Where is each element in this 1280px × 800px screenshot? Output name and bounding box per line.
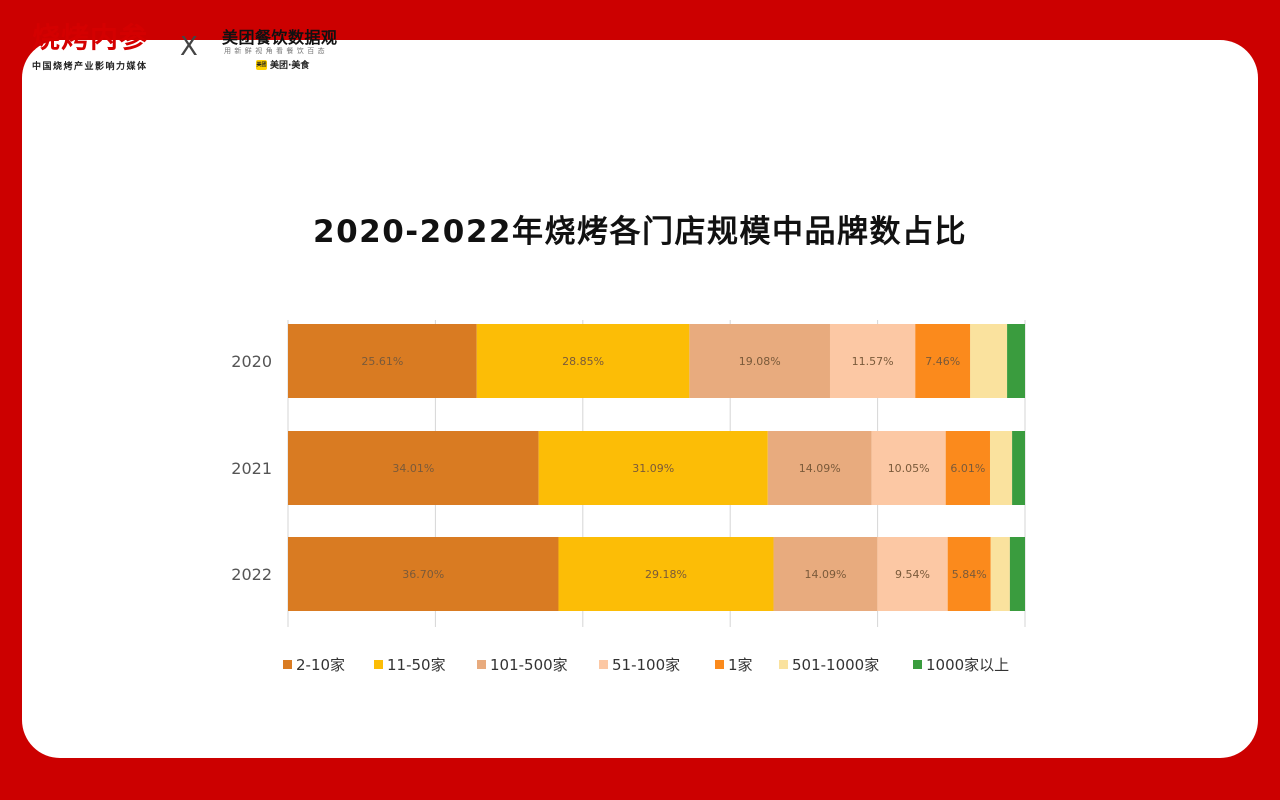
- legend-swatch: [374, 660, 383, 669]
- category-label: 2022: [231, 565, 272, 584]
- legend-swatch: [477, 660, 486, 669]
- legend-label: 1000家以上: [926, 656, 1009, 674]
- bar-segment: [773, 537, 878, 611]
- data-label: 5.84%: [952, 568, 987, 581]
- data-label: 10.05%: [888, 462, 930, 475]
- bar-segment: [945, 431, 990, 505]
- bar-segment: [1007, 324, 1025, 398]
- chart-title: 2020-2022年烧烤各门店规模中品牌数占比: [313, 214, 967, 250]
- meituan-partner-logo: 美团餐饮数据观: [222, 28, 338, 47]
- bar-segment: [970, 324, 1008, 398]
- data-label: 34.01%: [392, 462, 434, 475]
- bar-segment: [990, 537, 1010, 611]
- bar-segment: [877, 537, 948, 611]
- bar-segment: [947, 537, 991, 611]
- bar-segment: [689, 324, 830, 398]
- data-label: 9.54%: [895, 568, 930, 581]
- bar-segment: [288, 324, 477, 398]
- legend-label: 101-500家: [490, 656, 568, 674]
- data-label: 36.70%: [402, 568, 444, 581]
- meituan-badge-icon: 美团: [256, 59, 267, 70]
- legend-label: 1家: [728, 656, 753, 674]
- partner-slogan: 用新鲜视角看餐饮百态: [224, 47, 328, 55]
- meituan-badge: 美团 美团·美食: [256, 58, 309, 71]
- content-card: [22, 40, 1258, 758]
- bar-segment: [476, 324, 690, 398]
- data-label: 7.46%: [925, 355, 960, 368]
- category-label: 2021: [231, 459, 272, 478]
- bar-segment: [871, 431, 946, 505]
- legend-swatch: [779, 660, 788, 669]
- legend-swatch: [913, 660, 922, 669]
- bar-segment: [989, 431, 1013, 505]
- legend-label: 2-10家: [296, 656, 345, 674]
- collab-separator: X: [180, 32, 198, 62]
- meituan-badge-text: 美团·美食: [270, 61, 310, 71]
- bar-segment: [538, 431, 768, 505]
- bar-segment: [288, 431, 539, 505]
- bar-segment: [767, 431, 872, 505]
- data-label: 31.09%: [632, 462, 674, 475]
- data-label: 11.57%: [852, 355, 894, 368]
- data-label: 14.09%: [804, 568, 846, 581]
- data-label: 29.18%: [645, 568, 687, 581]
- legend-label: 11-50家: [387, 656, 446, 674]
- data-label: 19.08%: [739, 355, 781, 368]
- category-label: 2020: [231, 352, 272, 371]
- bar-segment: [915, 324, 971, 398]
- data-label: 28.85%: [562, 355, 604, 368]
- legend-swatch: [283, 660, 292, 669]
- bar-segment: [1012, 431, 1025, 505]
- legend-label: 501-1000家: [792, 656, 879, 674]
- data-label: 25.61%: [361, 355, 403, 368]
- legend-swatch: [599, 660, 608, 669]
- data-label: 6.01%: [950, 462, 985, 475]
- bar-segment: [288, 537, 559, 611]
- bar-segment: [829, 324, 916, 398]
- legend-label: 51-100家: [612, 656, 680, 674]
- shaokao-neican-logo: 烧烤内参: [32, 21, 149, 54]
- logo-subtitle: 中国烧烤产业影响力媒体: [32, 62, 148, 72]
- data-label: 14.09%: [799, 462, 841, 475]
- bar-segment: [1009, 537, 1025, 611]
- legend-swatch: [715, 660, 724, 669]
- bar-segment: [558, 537, 774, 611]
